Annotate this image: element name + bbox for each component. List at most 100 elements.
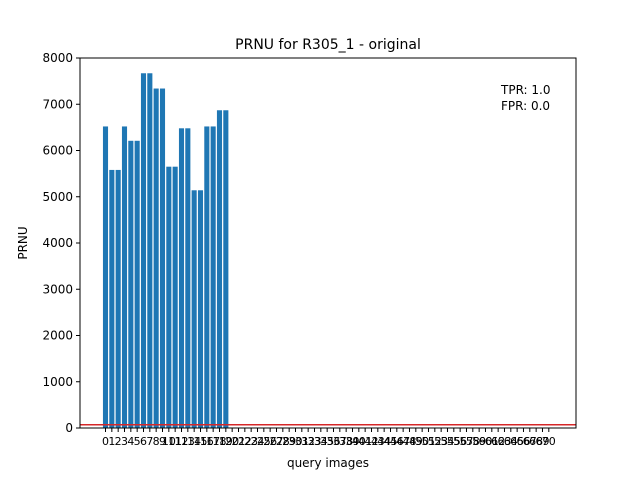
x-tick-label: 42 (364, 435, 378, 448)
x-tick-label: 57 (459, 435, 473, 448)
x-tick-label: 21 (231, 435, 245, 448)
x-tick-label: 66 (516, 435, 530, 448)
bar (210, 126, 216, 428)
x-tick-label: 53 (434, 435, 448, 448)
x-tick-label: 29 (282, 435, 296, 448)
x-tick-label: 5 (134, 435, 141, 448)
tpr-annotation: TPR: 1.0 (500, 83, 550, 97)
bar (128, 140, 134, 429)
x-tick-label: 65 (510, 435, 524, 448)
bar (204, 126, 210, 428)
bar (147, 73, 153, 428)
y-tick-label: 3000 (42, 282, 73, 296)
y-tick-label: 0 (65, 421, 73, 435)
x-tick-label: 39 (345, 435, 359, 448)
x-tick-label: 38 (339, 435, 353, 448)
y-tick-label: 1000 (42, 375, 73, 389)
x-tick-label: 10 (162, 435, 176, 448)
x-tick-label: 50 (415, 435, 429, 448)
x-tick-label: 59 (472, 435, 486, 448)
x-tick-label: 45 (383, 435, 397, 448)
bar (216, 110, 223, 428)
bar (185, 128, 191, 429)
x-tick-label: 37 (333, 435, 347, 448)
bar (140, 73, 147, 428)
bar (172, 166, 178, 428)
x-tick-label: 40 (352, 435, 366, 448)
chart-title: PRNU for R305_1 - original (235, 37, 421, 53)
x-tick-label: 64 (504, 435, 518, 448)
x-tick-label: 25 (257, 435, 271, 448)
y-tick-label: 7000 (42, 97, 73, 111)
bar (109, 169, 115, 428)
bar (197, 190, 204, 428)
x-tick-label: 17 (206, 435, 220, 448)
x-tick-label: 30 (288, 435, 302, 448)
x-tick-label: 44 (377, 435, 391, 448)
x-tick-label: 3 (121, 435, 128, 448)
bar (159, 88, 166, 428)
y-tick-label: 6000 (42, 144, 73, 158)
x-tick-label: 7 (146, 435, 153, 448)
x-tick-label: 68 (529, 435, 543, 448)
x-tick-label: 35 (320, 435, 334, 448)
y-tick-label: 8000 (42, 51, 73, 65)
x-tick-label: 49 (409, 435, 423, 448)
x-tick-label: 12 (174, 435, 188, 448)
x-tick-label: 20 (225, 435, 239, 448)
x-tick-label: 62 (491, 435, 505, 448)
bar (191, 190, 197, 428)
y-tick-label: 5000 (42, 190, 73, 204)
y-axis-label: PRNU (16, 226, 30, 259)
bar (223, 110, 229, 428)
x-tick-label: 1 (108, 435, 115, 448)
x-tick-label: 16 (200, 435, 214, 448)
x-tick-label: 56 (453, 435, 467, 448)
bars-group (102, 73, 229, 429)
x-tick-label: 18 (212, 435, 226, 448)
bar (153, 88, 159, 428)
x-tick-label: 9 (159, 435, 166, 448)
x-tick-label: 67 (523, 435, 537, 448)
x-tick-label: 11 (168, 435, 182, 448)
x-tick-label: 54 (440, 435, 454, 448)
x-tick-label: 15 (193, 435, 207, 448)
x-axis-label: query images (287, 456, 369, 470)
x-tick-label: 47 (396, 435, 410, 448)
x-tick-label: 46 (390, 435, 404, 448)
x-tick-label: 4 (127, 435, 134, 448)
x-tick-label: 31 (295, 435, 309, 448)
x-tick-label: 14 (187, 435, 201, 448)
y-tick-label: 2000 (42, 329, 73, 343)
x-tick-label: 51 (421, 435, 435, 448)
bar (121, 126, 128, 428)
x-tick-label: 8 (153, 435, 160, 448)
x-tick-label: 61 (485, 435, 499, 448)
x-tick-label: 55 (447, 435, 461, 448)
x-tick-label: 69 (535, 435, 549, 448)
x-tick-label: 24 (250, 435, 264, 448)
x-tick-label: 13 (181, 435, 195, 448)
x-tick-label: 60 (478, 435, 492, 448)
bar (178, 128, 185, 429)
x-tick-label: 26 (263, 435, 277, 448)
fpr-annotation: FPR: 0.0 (501, 99, 550, 113)
x-tick-label: 36 (326, 435, 340, 448)
x-tick-label: 2 (115, 435, 122, 448)
y-tick-label: 4000 (42, 236, 73, 250)
x-tick-label: 6 (140, 435, 147, 448)
bar (102, 126, 109, 428)
x-tick-label: 32 (301, 435, 315, 448)
x-tick-label: 52 (428, 435, 442, 448)
x-tick-label: 22 (238, 435, 252, 448)
x-tick-label: 48 (402, 435, 416, 448)
bar (134, 140, 140, 429)
x-tick-label: 43 (371, 435, 385, 448)
x-tick-label: 41 (358, 435, 372, 448)
bar (166, 166, 172, 428)
x-tick-label: 70 (542, 435, 556, 448)
x-tick-label: 19 (219, 435, 233, 448)
x-tick-label: 58 (466, 435, 480, 448)
x-tick-label: 34 (314, 435, 328, 448)
